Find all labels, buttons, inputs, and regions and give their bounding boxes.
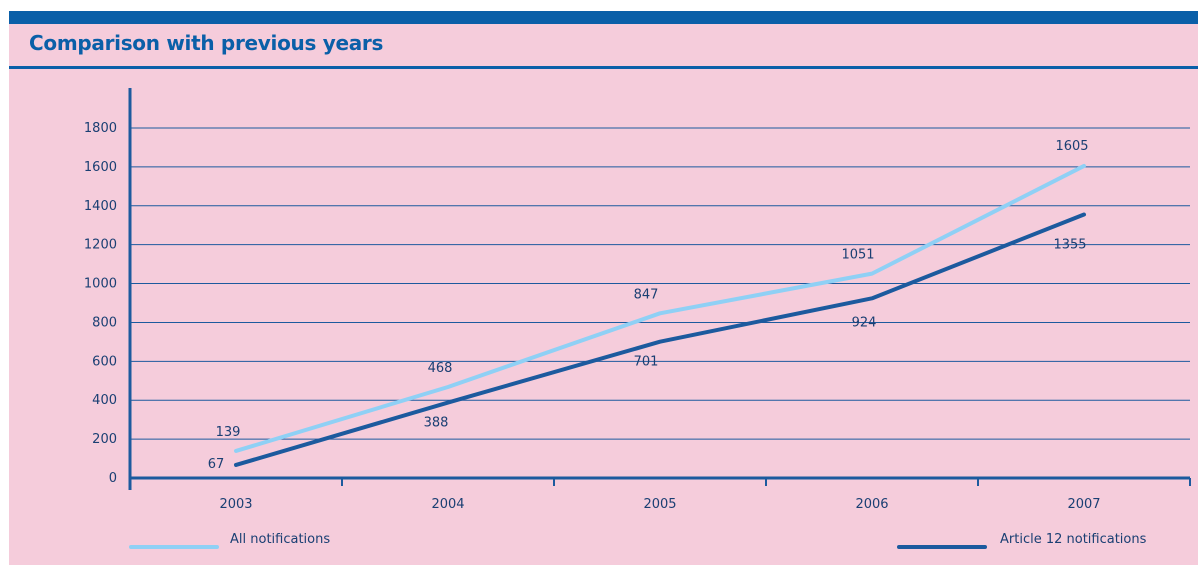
y-tick-label: 1800 <box>84 121 117 136</box>
legend-line-all-notifications <box>129 545 219 549</box>
legend-label-article-12-notifications: Article 12 notifications <box>1000 532 1147 547</box>
y-tick-label: 800 <box>92 315 117 330</box>
data-label-all-notifications: 847 <box>634 287 659 302</box>
y-tick-label: 0 <box>109 471 117 486</box>
x-tick-label: 2003 <box>219 497 252 512</box>
data-label-all-notifications: 1051 <box>841 248 874 263</box>
data-label-all-notifications: 1605 <box>1055 139 1088 154</box>
chart-panel: Comparison with previous years <box>9 11 1198 565</box>
x-tick-label: 2006 <box>855 497 888 512</box>
data-label-article-12-notifications: 701 <box>634 355 659 370</box>
data-label-article-12-notifications: 924 <box>852 315 877 330</box>
data-label-article-12-notifications: 388 <box>424 416 449 431</box>
y-tick-label: 1600 <box>84 160 117 175</box>
y-tick-label: 1200 <box>84 238 117 253</box>
y-tick-label: 1000 <box>84 277 117 292</box>
title-divider <box>9 66 1198 69</box>
y-tick-label: 1400 <box>84 199 117 214</box>
data-label-all-notifications: 468 <box>428 361 453 376</box>
legend-label-all-notifications: All notifications <box>230 532 331 547</box>
data-label-all-notifications: 139 <box>216 425 241 440</box>
legend-line-article-12-notifications <box>897 545 987 549</box>
x-tick-label: 2005 <box>643 497 676 512</box>
series-line-all-notifications <box>234 163 1086 453</box>
y-tick-label: 200 <box>92 432 117 447</box>
series-line-article-12-notifications <box>234 212 1086 467</box>
y-tick-label: 400 <box>92 393 117 408</box>
x-tick-label: 2004 <box>431 497 464 512</box>
data-label-article-12-notifications: 1355 <box>1053 238 1086 253</box>
x-tick-label: 2007 <box>1067 497 1100 512</box>
data-label-article-12-notifications: 67 <box>208 457 225 472</box>
page-title: Comparison with previous years <box>29 31 384 55</box>
y-tick-label: 600 <box>92 354 117 369</box>
top-accent-bar <box>9 11 1198 24</box>
